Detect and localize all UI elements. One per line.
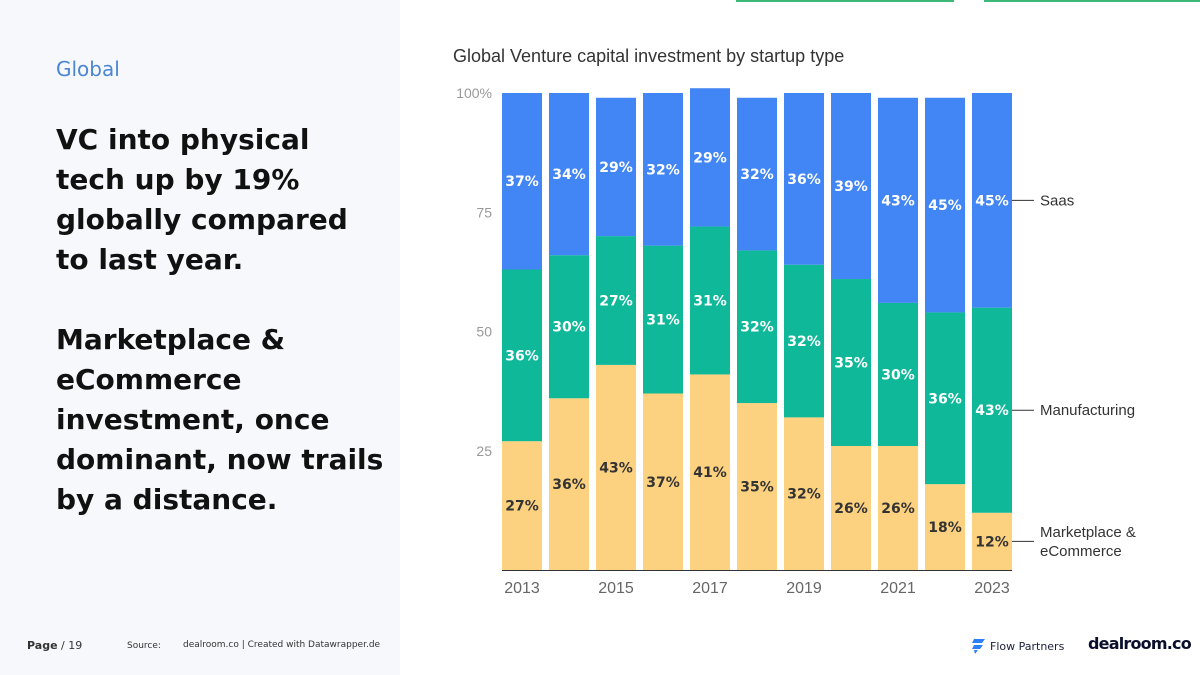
bar-segment [643, 393, 683, 570]
bar-segment [502, 441, 542, 570]
data-label: 18% [928, 520, 962, 536]
data-label: 27% [599, 293, 633, 309]
flow-partners-name: Flow Partners [990, 639, 1065, 653]
data-label: 27% [505, 499, 539, 515]
bar-segment [972, 307, 1012, 513]
bar-segment [502, 93, 542, 270]
x-tick-label: 2015 [598, 580, 634, 597]
data-label: 37% [646, 475, 680, 491]
data-label: 45% [928, 198, 962, 214]
bar-segment [831, 93, 871, 280]
bar-segment [690, 226, 730, 375]
page-total: / 19 [61, 639, 83, 652]
source-text: dealroom.co | Created with Datawrapper.d… [183, 640, 381, 650]
bar-segment [643, 93, 683, 246]
bar-segment [690, 374, 730, 570]
data-label: 36% [928, 391, 962, 407]
bar-segment [925, 484, 965, 570]
data-label: 30% [881, 367, 915, 383]
bar-segment [878, 97, 918, 303]
data-label: 43% [599, 460, 633, 476]
bar-segment [972, 93, 1012, 308]
x-tick-label: 2021 [880, 580, 916, 597]
bar-segment [737, 97, 777, 251]
data-label: 41% [693, 465, 727, 481]
series-label: Marketplace & eCommerce [1040, 524, 1136, 560]
data-label: 35% [740, 480, 774, 496]
data-label: 39% [834, 179, 868, 195]
bar-segment [737, 250, 777, 404]
data-label: 12% [975, 534, 1009, 550]
data-label: 31% [646, 313, 680, 329]
stacked-bar-chart: 25 50 75 100% 27% 36% 37% 36% 30% 34% 43% 27% 29% 37%… [456, 85, 1136, 597]
bar-segment [831, 279, 871, 446]
data-label: 29% [693, 150, 727, 166]
data-label: 26% [881, 501, 915, 517]
data-label: 32% [787, 334, 821, 350]
data-label: 43% [975, 403, 1009, 419]
flow-partners-icon [972, 639, 985, 654]
headline-secondary: Marketplace & eCommerce investment, once… [56, 323, 384, 516]
data-label: 43% [881, 193, 915, 209]
bar-segment [878, 445, 918, 570]
bar-segment [737, 403, 777, 570]
flow-partners-logo: Flow Partners [972, 638, 1064, 654]
data-label: 36% [552, 477, 586, 493]
bar-segment [596, 236, 636, 365]
bar-segment [596, 97, 636, 237]
bar-segment [549, 398, 589, 570]
data-label: 32% [787, 487, 821, 503]
bar-segment [784, 264, 824, 418]
data-label: 34% [552, 167, 586, 183]
headline: VC into physical tech up by 19% globally… [56, 120, 386, 520]
data-label: 37% [505, 174, 539, 190]
x-tick-label: 2013 [504, 580, 540, 597]
y-tick-label: 50 [476, 324, 492, 340]
left-panel: Global VC into physical tech up by 19% g… [0, 0, 400, 675]
footer: Page / 19 Source: dealroom.co | Created … [0, 630, 1200, 665]
dealroom-logo: dealroom.co [1088, 634, 1192, 653]
x-tick-label: 2017 [692, 580, 728, 597]
data-label: 36% [505, 348, 539, 364]
data-label: 26% [834, 501, 868, 517]
y-tick-label: 25 [476, 443, 492, 459]
series-label: Saas [1040, 192, 1074, 209]
top-accent-line [736, 0, 954, 2]
bar-segment [643, 245, 683, 394]
data-label: 35% [834, 356, 868, 372]
headline-primary: VC into physical tech up by 19% globally… [56, 123, 348, 276]
data-label: 45% [975, 193, 1009, 209]
series-label: Manufacturing [1040, 402, 1135, 419]
data-label: 29% [599, 160, 633, 176]
bar-segment [596, 364, 636, 570]
bar-segment [690, 88, 730, 227]
bar-segment [549, 255, 589, 399]
data-label: 30% [552, 320, 586, 336]
chart-area: Global Venture capital investment by sta… [438, 38, 1200, 610]
bar-segment [831, 445, 871, 570]
data-label: 32% [646, 162, 680, 178]
y-tick-label: 75 [476, 204, 492, 220]
bar-segment [925, 312, 965, 485]
data-label: 36% [787, 172, 821, 188]
data-label: 32% [740, 320, 774, 336]
top-accent-line [984, 0, 1200, 2]
bar-segment [925, 97, 965, 313]
source-label: Source: [127, 641, 161, 651]
y-tick-label: 100% [456, 85, 492, 101]
chart-title: Global Venture capital investment by sta… [453, 46, 845, 66]
bar-segment [878, 302, 918, 446]
section-label: Global [56, 57, 120, 81]
bar-segment [784, 93, 824, 265]
bar-segment [549, 93, 589, 256]
x-tick-label: 2023 [974, 580, 1010, 597]
page-number: Page / 19 [27, 639, 82, 652]
bar-segment [972, 512, 1012, 570]
page-label: Page [27, 639, 58, 652]
bar-segment [502, 269, 542, 442]
bar-segment [784, 417, 824, 570]
x-tick-label: 2019 [786, 580, 822, 597]
data-label: 31% [693, 293, 727, 309]
data-label: 32% [740, 167, 774, 183]
